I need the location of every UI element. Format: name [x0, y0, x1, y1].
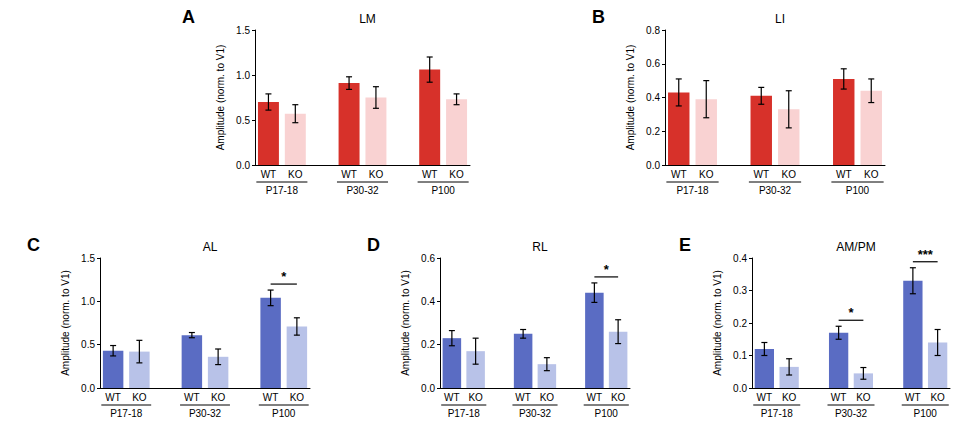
svg-text:0.0: 0.0	[646, 160, 660, 171]
svg-text:WT: WT	[587, 392, 603, 403]
svg-text:KO: KO	[468, 392, 483, 403]
svg-text:*: *	[281, 269, 287, 284]
svg-text:LM: LM	[359, 12, 376, 26]
svg-text:Amplitude (norm. to V1): Amplitude (norm. to V1)	[60, 270, 71, 376]
svg-text:WT: WT	[184, 392, 200, 403]
svg-text:P17-18: P17-18	[448, 408, 481, 419]
svg-text:P30-32: P30-32	[759, 185, 792, 196]
svg-text:WT: WT	[671, 169, 687, 180]
svg-text:E: E	[679, 235, 691, 255]
svg-text:0.1: 0.1	[733, 350, 747, 361]
svg-text:A: A	[182, 7, 195, 27]
svg-text:Amplitude (norm. to V1): Amplitude (norm. to V1)	[625, 45, 636, 151]
svg-text:WT: WT	[422, 169, 438, 180]
svg-text:1.0: 1.0	[81, 296, 95, 307]
svg-text:0.0: 0.0	[81, 383, 95, 394]
svg-text:0.5: 0.5	[81, 339, 95, 350]
svg-text:0.5: 0.5	[236, 115, 250, 126]
svg-text:0.0: 0.0	[236, 160, 250, 171]
svg-text:B: B	[592, 7, 605, 27]
svg-text:P100: P100	[914, 408, 938, 419]
svg-text:P17-18: P17-18	[266, 185, 299, 196]
svg-text:1.0: 1.0	[236, 70, 250, 81]
svg-text:AM/PM: AM/PM	[836, 240, 875, 254]
svg-text:P30-32: P30-32	[835, 408, 868, 419]
svg-text:KO: KO	[211, 392, 226, 403]
svg-text:WT: WT	[261, 169, 277, 180]
svg-text:WT: WT	[105, 392, 121, 403]
svg-text:KO: KO	[611, 392, 626, 403]
svg-text:KO: KO	[930, 392, 945, 403]
svg-text:LI: LI	[775, 12, 785, 26]
svg-text:0.2: 0.2	[733, 318, 747, 329]
svg-text:P100: P100	[595, 408, 619, 419]
svg-text:0.4: 0.4	[421, 296, 435, 307]
svg-text:0.6: 0.6	[646, 58, 660, 69]
svg-text:WT: WT	[341, 169, 357, 180]
svg-text:P30-32: P30-32	[346, 185, 379, 196]
svg-text:WT: WT	[515, 392, 531, 403]
svg-text:P17-18: P17-18	[676, 185, 709, 196]
svg-text:0.6: 0.6	[421, 253, 435, 264]
svg-text:0.0: 0.0	[421, 383, 435, 394]
svg-text:KO: KO	[449, 169, 464, 180]
svg-text:KO: KO	[540, 392, 555, 403]
svg-text:KO: KO	[369, 169, 384, 180]
svg-text:P100: P100	[272, 408, 296, 419]
svg-text:Amplitude (norm. to V1): Amplitude (norm. to V1)	[215, 45, 226, 151]
svg-text:D: D	[367, 235, 380, 255]
svg-text:WT: WT	[757, 392, 773, 403]
svg-text:KO: KO	[288, 169, 303, 180]
svg-text:KO: KO	[782, 392, 797, 403]
svg-text:Amplitude (norm. to V1): Amplitude (norm. to V1)	[712, 270, 723, 376]
svg-text:KO: KO	[782, 169, 797, 180]
svg-text:P30-32: P30-32	[519, 408, 552, 419]
svg-text:KO: KO	[290, 392, 305, 403]
svg-text:KO: KO	[856, 392, 871, 403]
svg-text:0.3: 0.3	[733, 285, 747, 296]
svg-text:0.4: 0.4	[733, 253, 747, 264]
svg-text:P100: P100	[431, 185, 455, 196]
svg-text:*: *	[604, 262, 610, 277]
svg-text:WT: WT	[444, 392, 460, 403]
svg-text:0.4: 0.4	[646, 92, 660, 103]
svg-text:WT: WT	[263, 392, 279, 403]
svg-text:KO: KO	[132, 392, 147, 403]
svg-text:C: C	[27, 235, 40, 255]
svg-text:P30-32: P30-32	[189, 408, 222, 419]
svg-text:KO: KO	[699, 169, 714, 180]
svg-text:*: *	[848, 305, 854, 320]
svg-text:0.8: 0.8	[646, 25, 660, 36]
svg-text:0.0: 0.0	[733, 383, 747, 394]
svg-text:WT: WT	[836, 169, 852, 180]
svg-text:AL: AL	[203, 240, 218, 254]
svg-text:Amplitude (norm. to V1): Amplitude (norm. to V1)	[400, 270, 411, 376]
svg-text:KO: KO	[864, 169, 879, 180]
svg-text:***: ***	[918, 247, 934, 262]
svg-text:1.5: 1.5	[236, 25, 250, 36]
svg-text:0.2: 0.2	[646, 126, 660, 137]
svg-text:P17-18: P17-18	[761, 408, 794, 419]
svg-text:WT: WT	[831, 392, 847, 403]
svg-text:0.2: 0.2	[421, 339, 435, 350]
svg-text:1.5: 1.5	[81, 253, 95, 264]
svg-text:WT: WT	[753, 169, 769, 180]
svg-text:P17-18: P17-18	[110, 408, 143, 419]
svg-text:RL: RL	[532, 240, 548, 254]
svg-text:WT: WT	[905, 392, 921, 403]
svg-text:P100: P100	[846, 185, 870, 196]
